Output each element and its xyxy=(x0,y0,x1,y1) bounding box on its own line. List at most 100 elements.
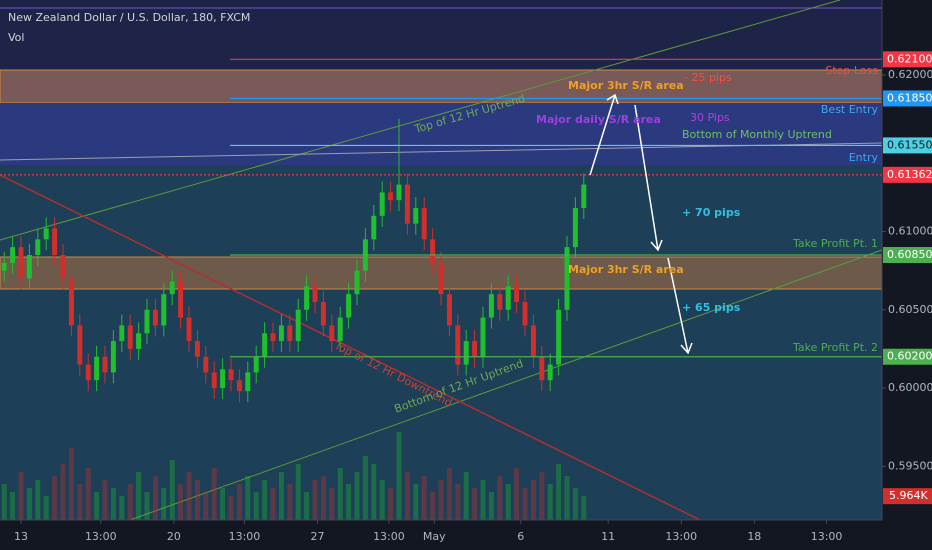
volume-bar xyxy=(320,476,326,520)
candle-body xyxy=(581,184,587,209)
candle-body xyxy=(60,254,66,279)
candle-body xyxy=(178,281,184,318)
volume-bar xyxy=(379,480,385,520)
arrows xyxy=(589,93,693,355)
candle-body xyxy=(430,239,436,263)
volume-bar xyxy=(169,460,175,520)
volume-bar xyxy=(278,472,284,520)
axes: 0.62000 0.61000 0.60500 0.60000 0.59500 0.621… xyxy=(14,51,932,543)
candle-body xyxy=(270,333,276,342)
volume-bar xyxy=(194,480,200,520)
annotation: Bottom of Monthly Uptrend xyxy=(682,128,832,141)
candle-body xyxy=(438,262,444,295)
volume-bar xyxy=(581,496,587,520)
candle-body xyxy=(404,184,410,224)
y-tick-label: 0.62000 xyxy=(888,68,932,81)
candle-body xyxy=(455,325,461,365)
annotation: Major daily S/R area xyxy=(536,113,661,126)
time-axis xyxy=(0,520,882,550)
volume-bar xyxy=(539,472,545,520)
annotation: Take Profit Pt. 1 xyxy=(792,237,878,250)
x-tick-label: 13:00 xyxy=(85,530,117,543)
volume-bar xyxy=(127,484,133,520)
candle-body xyxy=(497,294,503,310)
volume-bar xyxy=(136,472,142,520)
volume-bar xyxy=(522,488,528,520)
arrow xyxy=(634,104,663,252)
candle-body xyxy=(169,281,175,295)
volume-bar xyxy=(94,492,100,520)
volume-bar xyxy=(329,488,335,520)
candle-body xyxy=(262,333,268,357)
candle-body xyxy=(68,278,74,326)
level-label: 0.61850 xyxy=(887,91,932,104)
candle-body xyxy=(152,309,158,326)
y-tick-label: 0.61000 xyxy=(888,225,932,238)
volume-bar xyxy=(564,476,570,520)
x-tick-label: 18 xyxy=(747,530,761,543)
candle-body xyxy=(26,254,32,279)
y-tick-label: 0.59500 xyxy=(888,459,932,472)
volume-bar xyxy=(530,480,536,520)
volume-bar xyxy=(26,488,32,520)
y-tick-label: 0.60500 xyxy=(888,303,932,316)
volume-bar xyxy=(547,484,553,520)
volume-bar xyxy=(413,484,419,520)
volume-bar xyxy=(228,496,234,520)
candle-body xyxy=(547,364,553,381)
candle-body xyxy=(530,325,536,357)
candle-body xyxy=(564,247,570,310)
annotation: 30 Pips xyxy=(690,111,730,124)
volume-bar xyxy=(35,480,41,520)
volume-bar xyxy=(556,464,562,520)
candle-body xyxy=(354,270,360,295)
candle-body xyxy=(278,325,284,342)
volume-bar xyxy=(144,492,150,520)
level-tag xyxy=(883,90,932,107)
volume-bar xyxy=(178,484,184,520)
volume-bar xyxy=(362,456,368,520)
candle-body xyxy=(236,380,242,392)
candle-body xyxy=(396,184,402,201)
volume-bar xyxy=(68,448,74,520)
candle-body xyxy=(1,262,7,271)
candle-body xyxy=(480,317,486,357)
y-tick-label: 0.60000 xyxy=(888,381,932,394)
candle-body xyxy=(10,247,16,263)
candle-body xyxy=(446,294,452,326)
entry-zone xyxy=(0,103,882,165)
volume-bar xyxy=(463,472,469,520)
candle-body xyxy=(346,294,352,318)
volume-bar xyxy=(346,484,352,520)
candle-body xyxy=(253,356,259,373)
volume-bar xyxy=(203,492,209,520)
volume-bar xyxy=(488,492,494,520)
volume-bar xyxy=(77,484,83,520)
volume-bar xyxy=(253,492,259,520)
volume-label: 5.964K xyxy=(889,489,928,502)
candle-body xyxy=(488,294,494,318)
level-tag xyxy=(883,137,932,154)
candle-body xyxy=(110,341,116,373)
x-tick-label: 13 xyxy=(14,530,28,543)
x-tick-label: 20 xyxy=(167,530,181,543)
candle-body xyxy=(295,309,301,342)
chart-title: New Zealand Dollar / U.S. Dollar, 180, F… xyxy=(8,11,250,24)
volume-bar xyxy=(304,492,310,520)
arrow xyxy=(667,257,693,355)
volume-bar xyxy=(497,476,503,520)
candle-body xyxy=(85,364,91,381)
volume-bar xyxy=(262,480,268,520)
candle-body xyxy=(18,247,24,279)
volume-bar xyxy=(18,472,24,520)
candle-body xyxy=(220,369,226,389)
volume-bar xyxy=(354,472,360,520)
level-label: 0.61550 xyxy=(887,138,932,151)
level-label: 0.61362 xyxy=(887,168,932,181)
level-tag xyxy=(883,51,932,68)
volume-bar xyxy=(396,432,402,520)
candle-body xyxy=(505,286,511,310)
volume-bar xyxy=(514,468,520,520)
x-tick-label: 13:00 xyxy=(373,530,405,543)
